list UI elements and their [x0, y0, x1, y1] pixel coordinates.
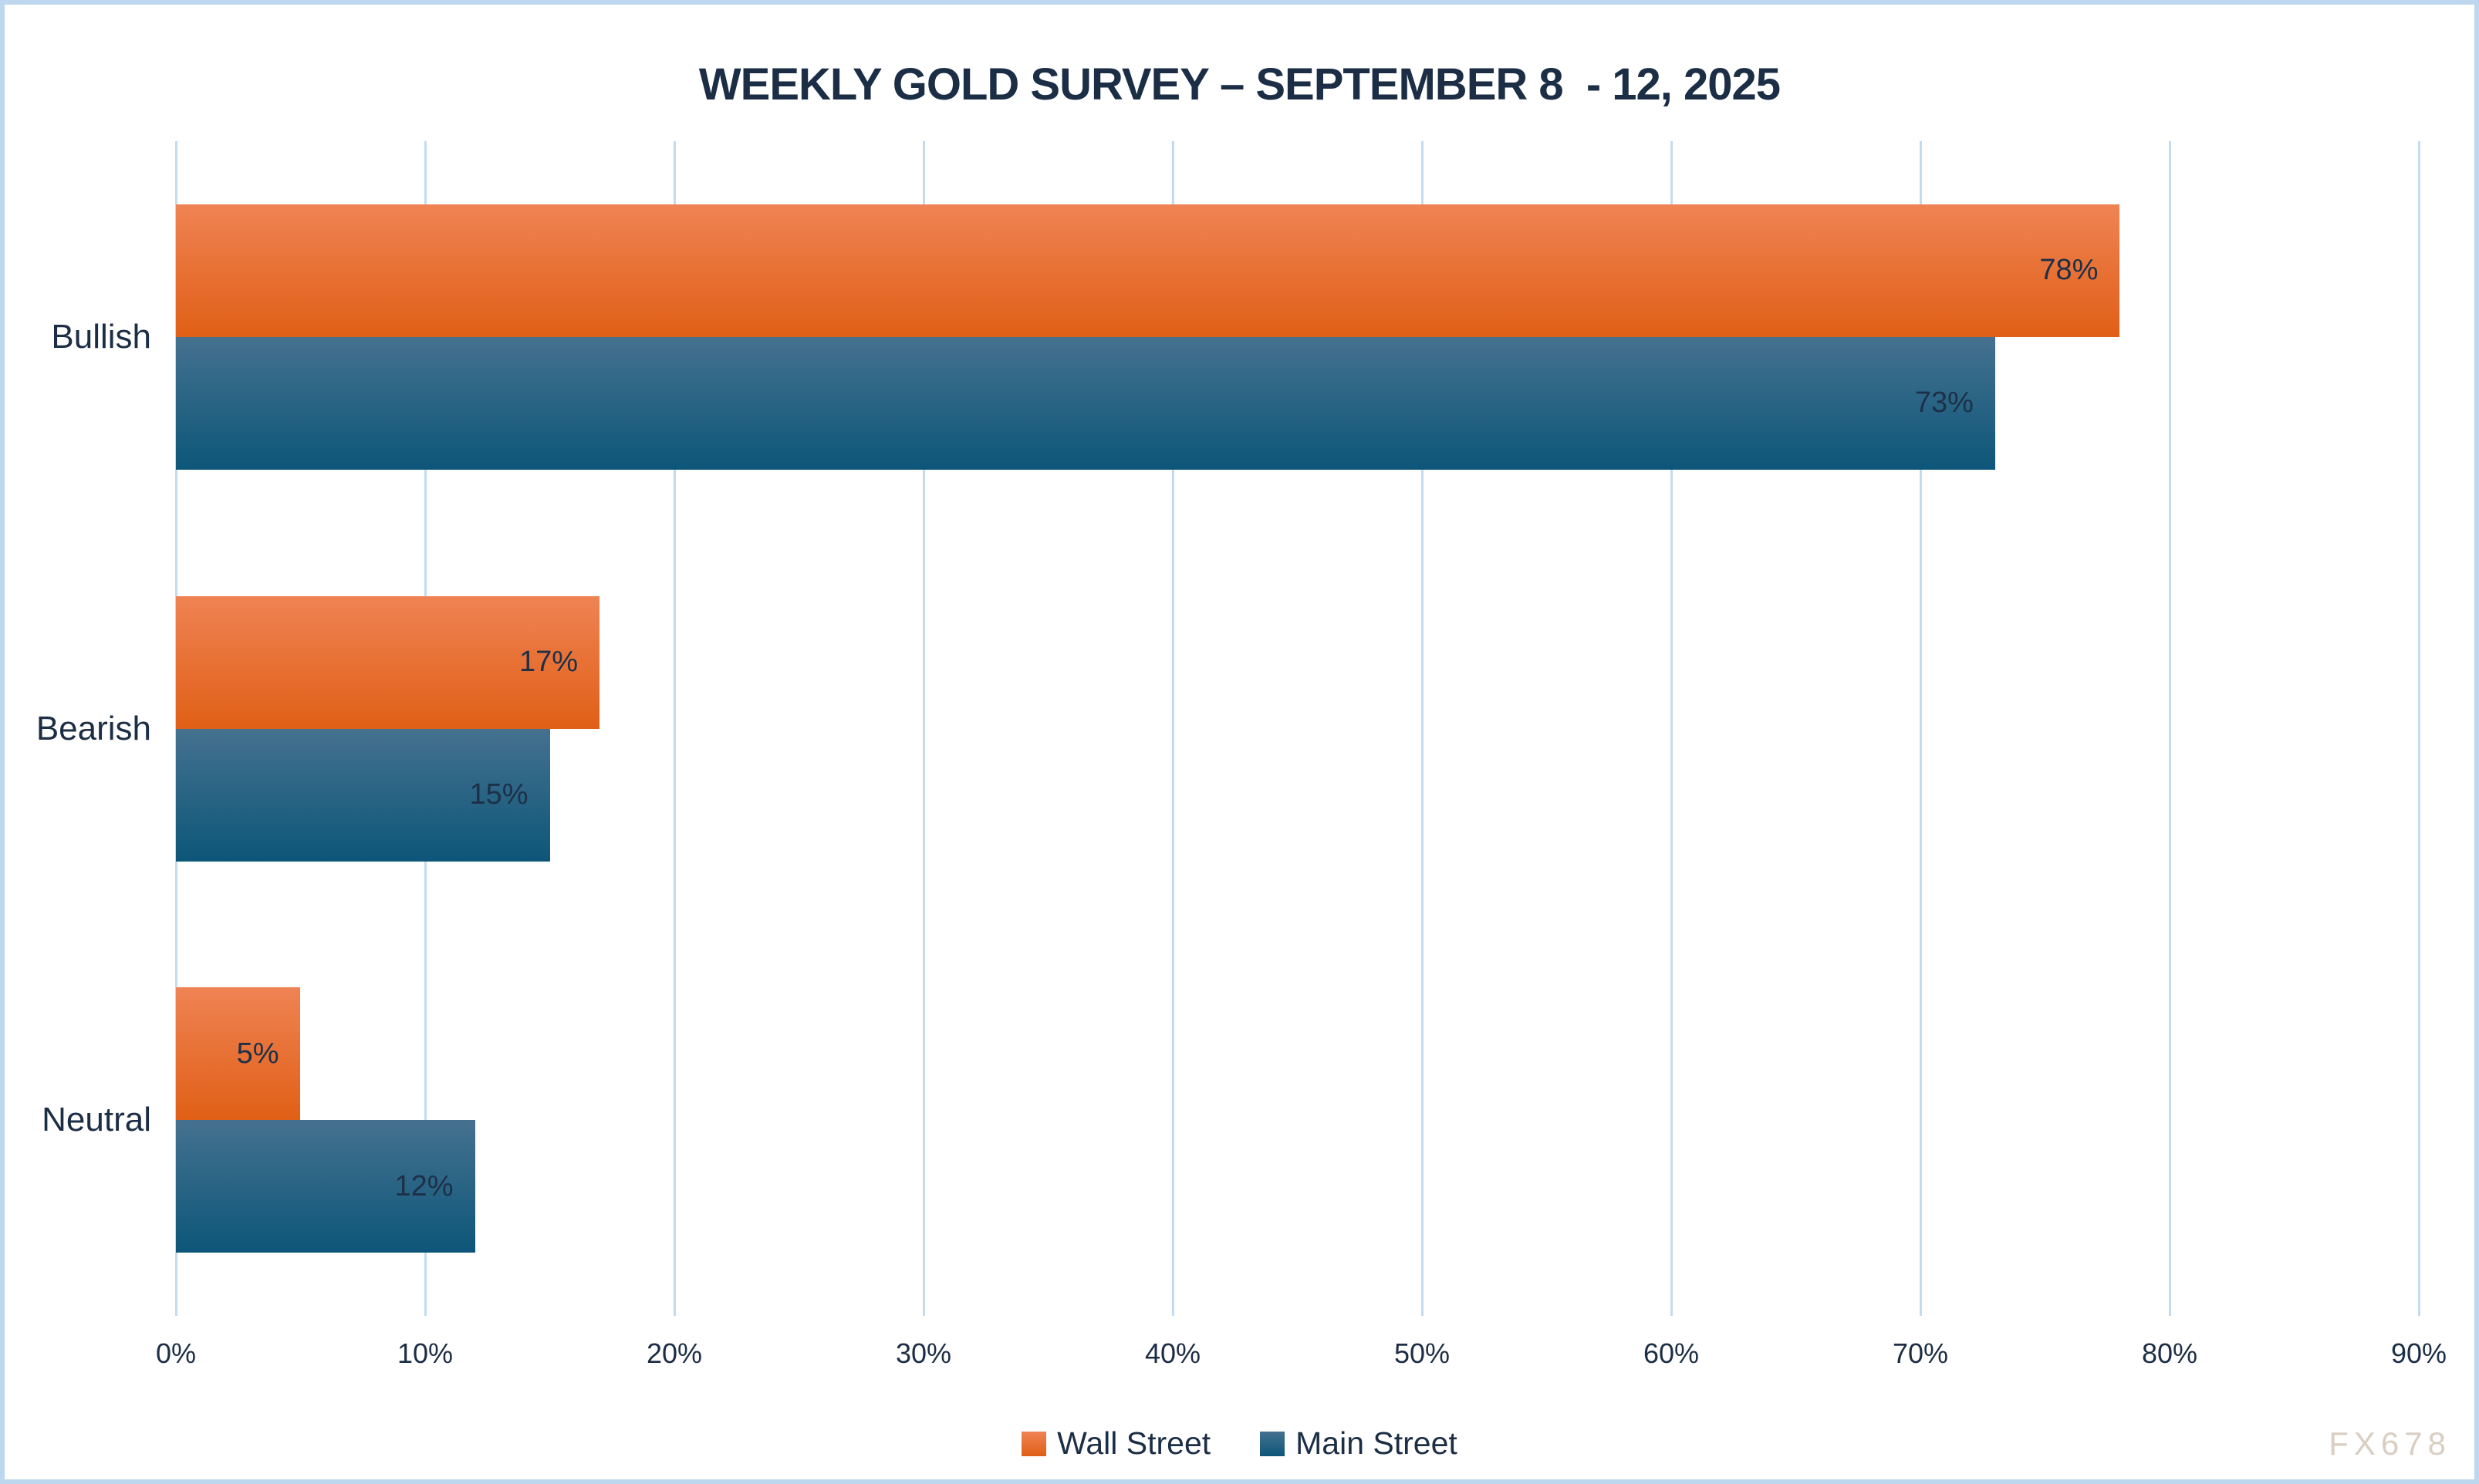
- x-tick-label: 90%: [2390, 1337, 2447, 1369]
- legend: Wall Street Main Street: [5, 1425, 2474, 1462]
- data-label: 12%: [394, 1169, 454, 1202]
- category-label-neutral: Neutral: [42, 1101, 151, 1139]
- x-tick-label: 60%: [1643, 1337, 1700, 1369]
- band-bullish: 78% 73%: [176, 141, 2419, 533]
- bar-bullish-wall-street: 78%: [176, 204, 2120, 337]
- gridline-70%: [1920, 141, 1922, 1316]
- x-tick-label: 0%: [155, 1337, 197, 1369]
- gridline-30%: [923, 141, 925, 1316]
- gridline-40%: [1171, 141, 1174, 1316]
- bar-bearish-wall-street: 17%: [176, 595, 600, 729]
- gridline-60%: [1670, 141, 1673, 1316]
- bar-neutral-main-street: 12%: [176, 1120, 475, 1253]
- band-neutral: 5% 12%: [176, 924, 2419, 1316]
- band-bearish: 17% 15%: [176, 533, 2419, 925]
- x-tick-label: 80%: [2141, 1337, 2198, 1369]
- watermark: FX678: [2329, 1425, 2451, 1462]
- x-tick-label: 40%: [1144, 1337, 1201, 1369]
- legend-item-main-street: Main Street: [1260, 1425, 1457, 1462]
- x-tick-label: 30%: [895, 1337, 952, 1369]
- bar-bullish-main-street: 73%: [176, 336, 1995, 470]
- data-label: 17%: [519, 646, 579, 678]
- bar-neutral-wall-street: 5%: [176, 987, 301, 1121]
- legend-swatch-icon: [1260, 1431, 1285, 1456]
- value-axis: 0% 10% 20% 30% 40% 50% 60% 70% 80% 90%: [156, 1337, 2447, 1384]
- x-tick-label: 20%: [646, 1337, 703, 1369]
- x-tick-label: 10%: [397, 1337, 454, 1369]
- plot-area: 78% 73% 17% 15% 5% 12%: [175, 141, 2420, 1316]
- category-axis: Bullish Bearish Neutral: [5, 141, 151, 1316]
- x-tick-label: 50%: [1393, 1337, 1451, 1369]
- chart-title: WEEKLY GOLD SURVEY – SEPTEMBER 8 - 12, 2…: [698, 59, 1781, 110]
- data-label: 5%: [236, 1037, 279, 1070]
- gridline-20%: [673, 141, 676, 1316]
- data-label: 15%: [469, 778, 529, 811]
- bar-bands: 78% 73% 17% 15% 5% 12%: [176, 141, 2419, 1316]
- gridline-50%: [1421, 141, 1424, 1316]
- x-tick-label: 70%: [1892, 1337, 1949, 1369]
- legend-label: Main Street: [1295, 1425, 1457, 1461]
- legend-label: Wall Street: [1057, 1425, 1211, 1461]
- category-label-bullish: Bullish: [51, 317, 151, 356]
- legend-swatch-icon: [1022, 1431, 1047, 1456]
- category-label-bearish: Bearish: [35, 709, 151, 747]
- bar-bearish-main-street: 15%: [176, 728, 550, 862]
- data-label: 78%: [2039, 254, 2099, 287]
- legend-item-wall-street: Wall Street: [1022, 1425, 1211, 1462]
- data-label: 73%: [1914, 386, 1974, 420]
- gridline-80%: [2168, 141, 2171, 1316]
- gridline-90%: [2418, 141, 2420, 1316]
